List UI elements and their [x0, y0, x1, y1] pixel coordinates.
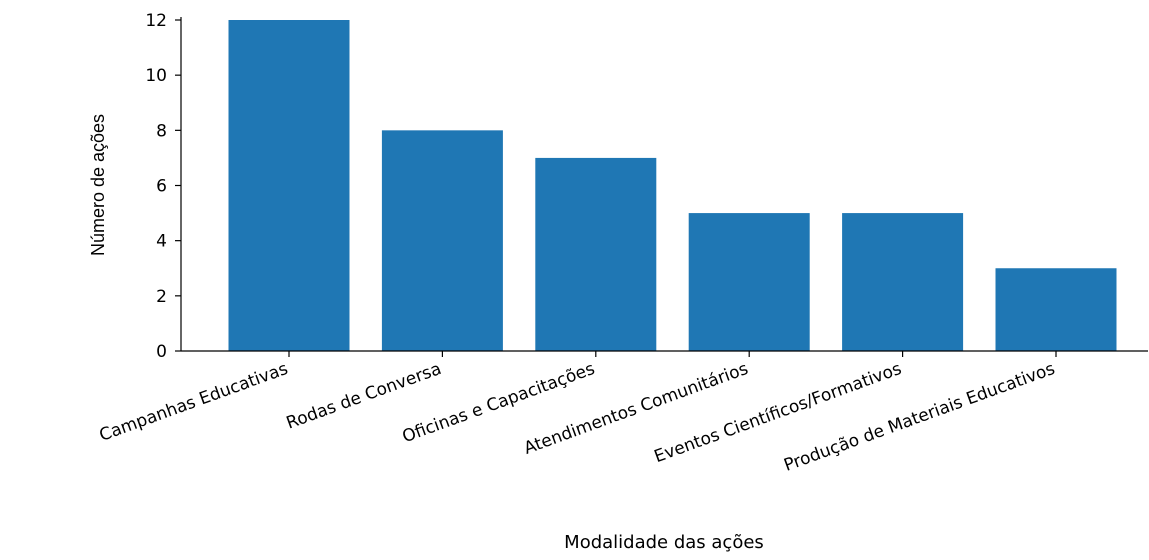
x-tick-label: Campanhas Educativas: [97, 359, 291, 446]
bar-6: [995, 268, 1117, 351]
y-tick-label: 10: [145, 66, 167, 86]
bar-3: [535, 157, 657, 351]
bars-group: [228, 20, 1117, 351]
y-axis-label: Número de ações: [88, 114, 108, 256]
x-tick-label: Eventos Científicos/Formativos: [652, 359, 905, 467]
bar-1: [228, 20, 350, 351]
y-tick-label: 2: [156, 287, 167, 307]
y-tick-label: 8: [156, 121, 167, 141]
y-tick-label: 12: [145, 11, 167, 31]
y-ticks-group: 0 2 4 6 8 10 12: [145, 11, 181, 362]
x-axis-label: Modalidade das ações: [564, 532, 764, 553]
bar-4: [688, 213, 810, 351]
y-tick-label: 0: [156, 342, 167, 362]
y-tick-label: 6: [156, 177, 167, 197]
y-tick-label: 4: [156, 232, 167, 252]
bar-5: [842, 213, 964, 351]
x-tick-label: Produção de Materiais Educativos: [781, 359, 1058, 476]
bar-2: [381, 130, 503, 351]
